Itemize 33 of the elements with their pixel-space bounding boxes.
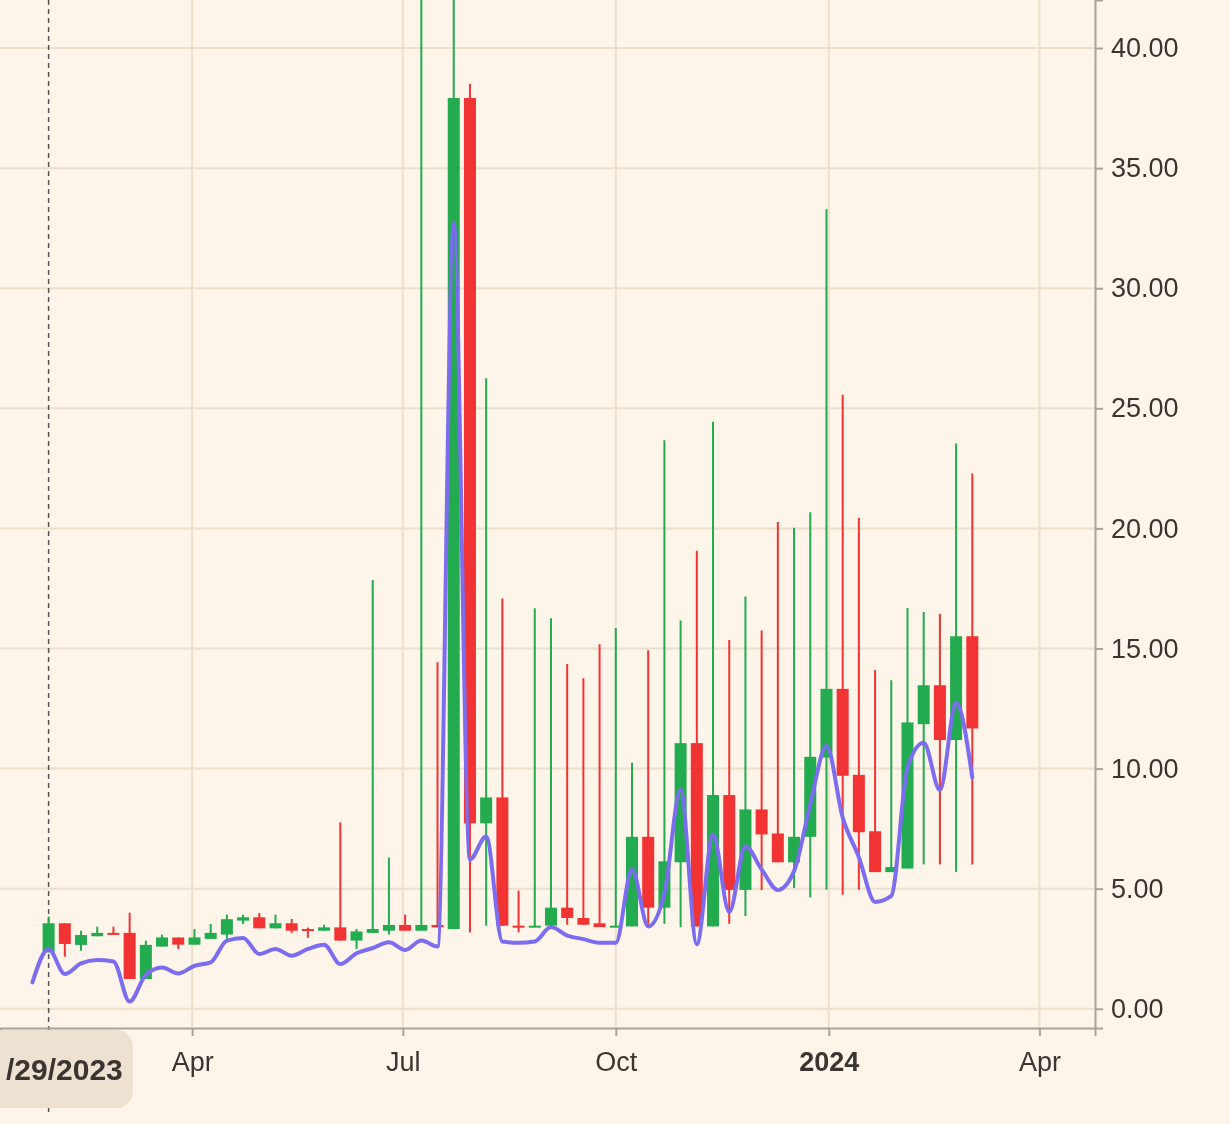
y-tick-label: 35.00 [1111, 153, 1179, 184]
candlestick [577, 677, 590, 926]
x-tick-label: Oct [595, 1047, 638, 1078]
y-tick-label: 10.00 [1111, 753, 1179, 784]
candlestick [415, 0, 428, 932]
candlestick [544, 617, 557, 927]
ref-line-label: /29/2023 [6, 1053, 123, 1086]
candlestick [771, 520, 784, 864]
y-tick-label: 25.00 [1111, 393, 1179, 424]
candlestick [220, 913, 233, 940]
candlestick [528, 607, 541, 929]
candlestick [366, 579, 379, 934]
x-tick-label: Apr [1018, 1047, 1061, 1078]
x-tick-label: 2024 [799, 1047, 860, 1078]
y-tick-label: 20.00 [1111, 513, 1179, 544]
x-tick-label: Apr [171, 1047, 214, 1078]
candlestick [382, 856, 395, 936]
line-series [30, 221, 975, 1004]
y-tick-label: 30.00 [1111, 273, 1179, 304]
y-tick-label: 15.00 [1111, 633, 1179, 664]
y-tick-label: 40.00 [1111, 33, 1179, 64]
y-tick-label: 0.00 [1111, 993, 1164, 1024]
candlestick [512, 889, 525, 934]
candlestick [593, 643, 606, 929]
candlestick [755, 629, 768, 891]
y-tick-label: 5.00 [1111, 873, 1164, 904]
candlestick [334, 821, 347, 942]
candlestick [480, 377, 493, 927]
candlestick [350, 928, 363, 950]
candlestick [58, 922, 71, 958]
x-tick-label: Jul [386, 1047, 421, 1078]
candlestick [75, 929, 88, 952]
candlestick [561, 662, 574, 926]
